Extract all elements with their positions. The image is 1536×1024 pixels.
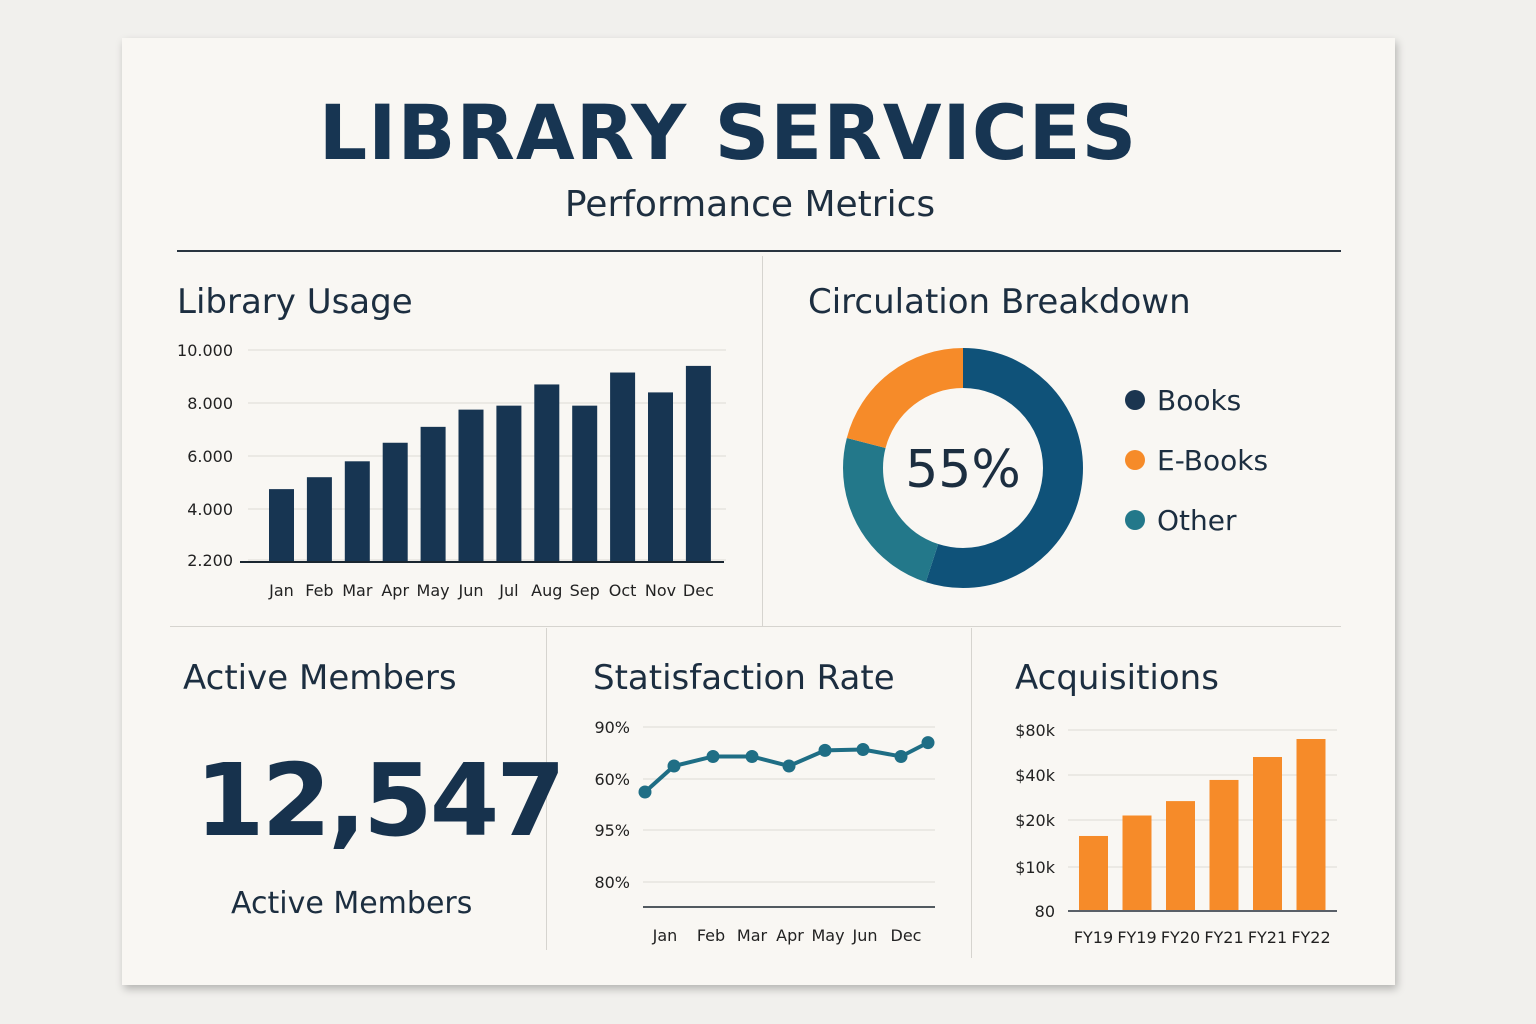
x-tick-label: Dec	[891, 926, 922, 945]
x-tick-label: FY19	[1117, 928, 1156, 947]
page-title: LIBRARY SERVICES	[318, 88, 1138, 177]
data-point	[706, 749, 720, 763]
x-tick-label: Jan	[652, 926, 678, 945]
legend-label: Other	[1157, 504, 1237, 537]
bar-oct	[610, 372, 636, 562]
donut-slice-e-books	[843, 348, 1083, 588]
x-tick-label: Jun	[458, 581, 484, 600]
y-tick-label: 95%	[594, 821, 630, 840]
acquisition-bar	[1122, 815, 1152, 911]
x-tick-label: FY19	[1074, 928, 1113, 947]
bar-feb	[306, 477, 332, 562]
x-tick-label: Oct	[609, 581, 637, 600]
bar-apr	[382, 442, 408, 562]
y-tick-label: $20k	[1015, 811, 1056, 830]
x-tick-label: Dec	[683, 581, 714, 600]
data-point	[856, 743, 870, 757]
data-point	[745, 749, 759, 763]
acquisition-bar	[1296, 739, 1326, 911]
data-point	[667, 759, 681, 773]
data-point	[894, 749, 908, 763]
active-members-value: 12,547	[195, 742, 566, 859]
x-tick-label: Apr	[381, 581, 409, 600]
data-point	[921, 736, 935, 750]
bar-aug	[534, 384, 560, 562]
x-tick-label: Feb	[305, 581, 333, 600]
x-tick-label: Apr	[776, 926, 804, 945]
x-tick-label: May	[811, 926, 844, 945]
x-tick-label: FY20	[1161, 928, 1200, 947]
y-tick-label: 90%	[594, 718, 630, 737]
bar-may	[420, 426, 446, 562]
active-members-title: Active Members	[183, 658, 457, 698]
bar-jun	[458, 409, 484, 562]
bar-nov	[648, 392, 673, 562]
y-tick-label: 80	[1035, 902, 1055, 921]
acquisition-bar	[1209, 779, 1239, 911]
data-point	[818, 743, 832, 757]
bar-jul	[496, 405, 522, 562]
bar-dec	[685, 365, 711, 562]
legend-label: Books	[1157, 384, 1241, 417]
satisfaction-title: Statisfaction Rate	[593, 658, 895, 698]
acquisition-bar	[1166, 801, 1195, 911]
divider	[971, 628, 972, 958]
bar-jan	[269, 489, 294, 562]
bar-mar	[344, 461, 370, 562]
divider	[762, 256, 763, 626]
y-tick-label: 8.000	[187, 394, 233, 413]
active-members-label: Active Members	[231, 886, 473, 921]
x-tick-label: Feb	[697, 926, 725, 945]
x-tick-label: FY21	[1248, 928, 1287, 947]
circulation-title: Circulation Breakdown	[808, 282, 1191, 322]
y-tick-label: 4.000	[187, 500, 233, 519]
x-tick-label: FY22	[1291, 928, 1330, 947]
y-tick-label: 10.000	[177, 341, 233, 360]
donut-center-label: 55%	[905, 440, 1021, 500]
y-tick-label: $80k	[1015, 721, 1056, 740]
x-tick-label: Jan	[268, 581, 294, 600]
acquisition-bar	[1079, 835, 1108, 911]
data-point	[638, 785, 652, 799]
y-tick-label: $40k	[1015, 766, 1056, 785]
divider	[170, 626, 1341, 627]
header-divider	[177, 250, 1341, 252]
legend-marker-books	[1125, 390, 1145, 410]
x-tick-label: Jun	[852, 926, 878, 945]
bar-sep	[572, 405, 598, 562]
legend-label: E-Books	[1157, 444, 1268, 477]
x-tick-label: Jul	[498, 581, 518, 600]
acquisitions-title: Acquisitions	[1015, 658, 1219, 698]
x-tick-label: Nov	[645, 581, 676, 600]
library-usage-title: Library Usage	[177, 282, 413, 322]
acquisition-bar	[1253, 757, 1282, 911]
x-tick-label: May	[417, 581, 450, 600]
legend-marker-other	[1125, 510, 1145, 530]
x-tick-label: Aug	[531, 581, 562, 600]
x-tick-label: FY21	[1204, 928, 1243, 947]
y-tick-label: 2.200	[187, 551, 233, 570]
page-subtitle: Performance Metrics	[564, 184, 936, 225]
legend-marker-e-books	[1125, 450, 1145, 470]
y-tick-label: 6.000	[187, 447, 233, 466]
y-tick-label: 60%	[594, 770, 630, 789]
x-tick-label: Mar	[737, 926, 768, 945]
data-point	[782, 759, 796, 773]
x-tick-label: Mar	[342, 581, 373, 600]
y-tick-label: 80%	[594, 873, 630, 892]
x-tick-label: Sep	[570, 581, 600, 600]
donut-slice-other	[843, 348, 1083, 588]
y-tick-label: $10k	[1015, 858, 1056, 877]
divider	[546, 628, 547, 950]
